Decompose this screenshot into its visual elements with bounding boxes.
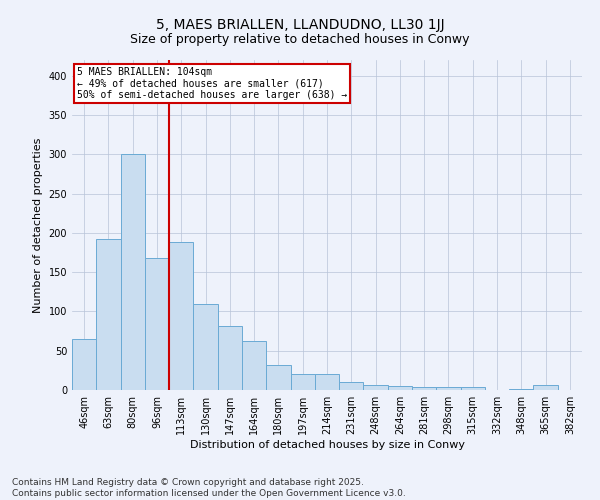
Bar [290, 374, 315, 390]
Bar [533, 384, 558, 390]
Bar [121, 154, 145, 390]
Bar [412, 387, 436, 390]
Bar [388, 386, 412, 390]
Bar [72, 339, 96, 390]
Y-axis label: Number of detached properties: Number of detached properties [33, 138, 43, 312]
Text: 5, MAES BRIALLEN, LLANDUDNO, LL30 1JJ: 5, MAES BRIALLEN, LLANDUDNO, LL30 1JJ [155, 18, 445, 32]
X-axis label: Distribution of detached houses by size in Conwy: Distribution of detached houses by size … [190, 440, 464, 450]
Bar [339, 382, 364, 390]
Bar [145, 258, 169, 390]
Bar [169, 242, 193, 390]
Bar [96, 239, 121, 390]
Text: Size of property relative to detached houses in Conwy: Size of property relative to detached ho… [130, 32, 470, 46]
Bar [315, 374, 339, 390]
Bar [364, 384, 388, 390]
Text: 5 MAES BRIALLEN: 104sqm
← 49% of detached houses are smaller (617)
50% of semi-d: 5 MAES BRIALLEN: 104sqm ← 49% of detache… [77, 66, 347, 100]
Bar [266, 365, 290, 390]
Bar [193, 304, 218, 390]
Bar [218, 326, 242, 390]
Bar [436, 387, 461, 390]
Bar [509, 389, 533, 390]
Bar [242, 342, 266, 390]
Text: Contains HM Land Registry data © Crown copyright and database right 2025.
Contai: Contains HM Land Registry data © Crown c… [12, 478, 406, 498]
Bar [461, 387, 485, 390]
